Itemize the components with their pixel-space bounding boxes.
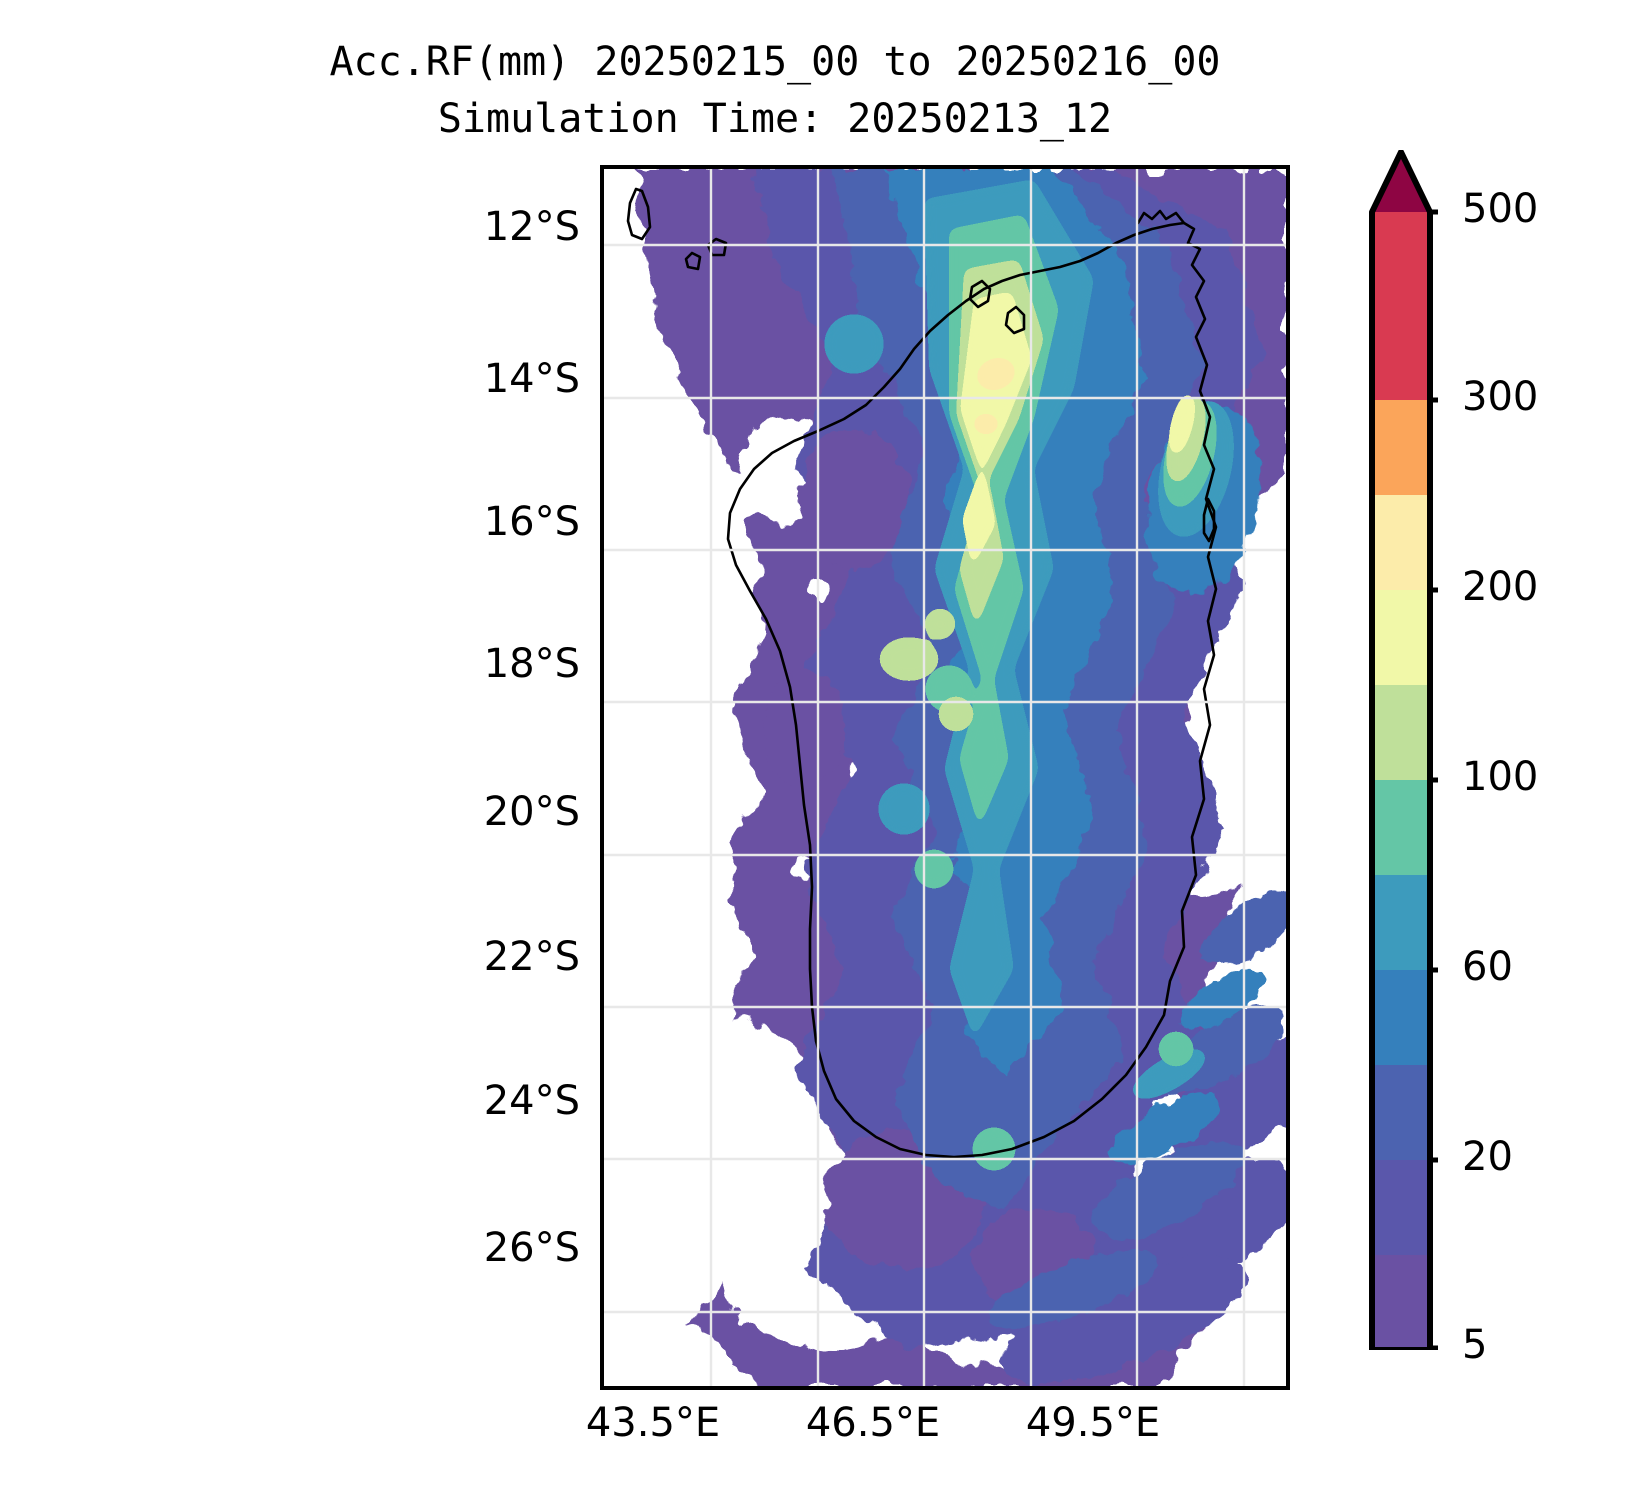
y-tick-label-22s: 22°S xyxy=(483,934,580,980)
y-tick-label-14s: 14°S xyxy=(483,356,580,402)
map-plot-area xyxy=(600,165,1290,1390)
x-tick-label-46-5e: 46.5°E xyxy=(805,1400,941,1446)
y-tick-label-12s: 12°S xyxy=(483,204,580,250)
y-tick-label-18s: 18°S xyxy=(483,641,580,687)
contour-band-200 xyxy=(973,357,1016,435)
colorbar-label-200: 200 xyxy=(1462,564,1539,610)
colorbar-ticks xyxy=(1430,209,1438,1350)
rainfall-contour-map xyxy=(604,169,1286,1386)
colorbar-svg xyxy=(1369,150,1438,1350)
y-tick-label-16s: 16°S xyxy=(483,499,580,545)
colorbar-extend-arrow xyxy=(1372,152,1430,212)
colorbar xyxy=(1368,150,1438,1350)
title-line-2: Simulation Time: 20250213_12 xyxy=(437,96,1113,142)
map-clip xyxy=(604,169,1286,1386)
colorbar-outline xyxy=(1369,150,1433,1350)
chart-title: Acc.RF(mm) 20250215_00 to 20250216_00 Si… xyxy=(0,34,1550,148)
colorbar-bands xyxy=(1372,210,1430,1350)
colorbar-label-60: 60 xyxy=(1462,944,1513,990)
colorbar-label-5: 5 xyxy=(1462,1322,1488,1368)
coastline xyxy=(626,187,1218,1159)
colorbar-label-300: 300 xyxy=(1462,374,1539,420)
title-line-1: Acc.RF(mm) 20250215_00 to 20250216_00 xyxy=(329,39,1221,85)
y-tick-label-20s: 20°S xyxy=(483,789,580,835)
y-tick-label-24s: 24°S xyxy=(483,1078,580,1124)
colorbar-label-20: 20 xyxy=(1462,1134,1513,1180)
colorbar-label-100: 100 xyxy=(1462,754,1539,800)
y-tick-label-26s: 26°S xyxy=(483,1225,580,1271)
map-gridlines xyxy=(604,169,1286,1386)
x-tick-label-49-5e: 49.5°E xyxy=(1025,1400,1161,1446)
colorbar-label-500: 500 xyxy=(1462,186,1539,232)
x-tick-label-43-5e: 43.5°E xyxy=(585,1400,721,1446)
